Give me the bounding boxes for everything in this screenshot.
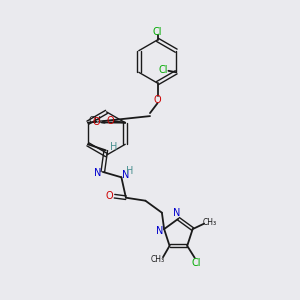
Text: methoxy: methoxy (99, 121, 105, 122)
Text: N: N (122, 170, 130, 180)
Text: O: O (93, 117, 100, 128)
Text: Cl: Cl (159, 65, 168, 75)
Text: H: H (110, 142, 117, 152)
Text: Cl: Cl (153, 27, 162, 38)
Text: Cl: Cl (191, 258, 201, 268)
Text: CH: CH (88, 116, 101, 125)
Text: N: N (156, 226, 163, 236)
Text: N: N (94, 168, 101, 178)
Text: H: H (126, 166, 134, 176)
Text: CH₃: CH₃ (151, 255, 165, 264)
Text: O: O (105, 191, 113, 201)
Text: N: N (173, 208, 181, 218)
Text: CH₃: CH₃ (202, 218, 217, 227)
Text: O: O (106, 116, 114, 126)
Text: O: O (154, 94, 161, 105)
Text: methoxy: methoxy (97, 121, 103, 122)
Text: 3: 3 (101, 121, 106, 125)
